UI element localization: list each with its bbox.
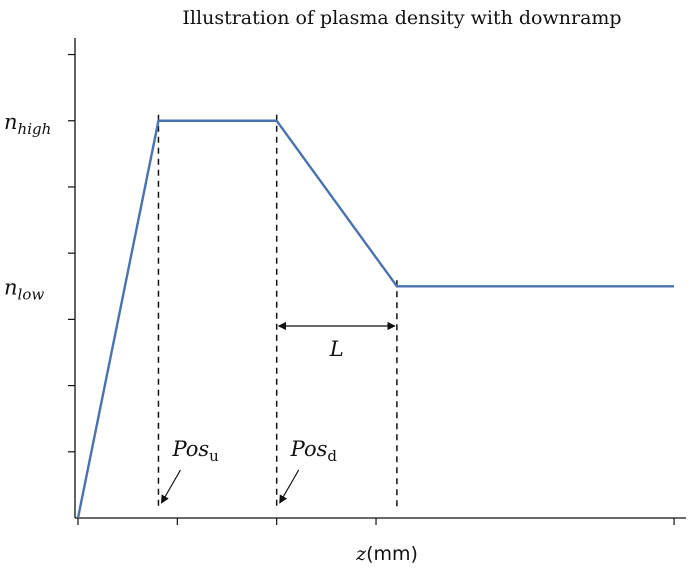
marker-label-u: Posu [171,437,219,465]
position-markers: Posu Posd [157,114,398,508]
span-label: L [329,337,344,361]
x-axis-label: z(mm) [355,543,418,565]
marker-arrow-d [279,469,300,504]
x-ticks [77,518,675,525]
chart-title: Illustration of plasma density with down… [182,7,621,29]
series-group [76,119,675,519]
marker-label-d: Posd [290,437,338,465]
axes [74,38,686,519]
y-ticks [68,53,75,453]
y-level-labels: nhigh nlow [4,110,51,304]
y-label-low: nlow [4,275,44,303]
marker-arrow-u [160,469,181,504]
series-line-0 [76,119,675,519]
y-label-high: nhigh [4,110,51,138]
length-span: L [277,321,396,361]
